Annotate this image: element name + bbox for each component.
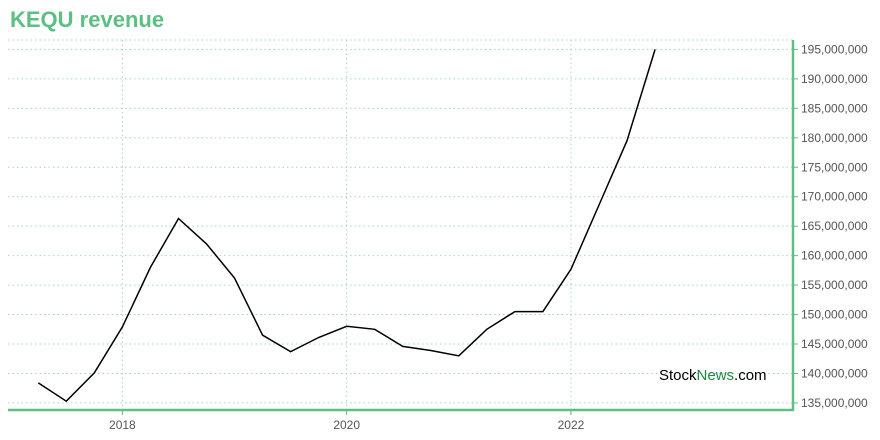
data-point <box>148 265 153 270</box>
x-tick-label: 2018 <box>109 418 136 432</box>
data-point <box>120 324 125 329</box>
y-tick-label: 145,000,000 <box>801 337 868 351</box>
y-tick-label: 160,000,000 <box>801 249 868 263</box>
series-layer <box>36 47 658 404</box>
watermark-com: .com <box>734 367 767 384</box>
data-point <box>204 241 209 246</box>
y-tick-label: 190,000,000 <box>801 72 868 86</box>
y-tick-label: 165,000,000 <box>801 219 868 233</box>
x-tick-label: 2020 <box>333 418 360 432</box>
data-point <box>232 276 237 281</box>
data-point <box>428 348 433 353</box>
x-tick-label: 2022 <box>558 418 585 432</box>
revenue-series-line <box>37 49 656 403</box>
data-point <box>36 380 41 385</box>
y-tick-label: 140,000,000 <box>801 366 868 380</box>
tick-label-layer: 135,000,000 140,000,000 145,000,000 150,000… <box>109 42 868 432</box>
data-point <box>260 333 265 338</box>
y-tick-label: 155,000,000 <box>801 278 868 292</box>
chart-title: KEQU revenue <box>10 7 165 32</box>
data-point <box>512 309 517 314</box>
watermark-stock: Stock <box>659 367 697 384</box>
data-point <box>653 47 658 52</box>
data-point <box>596 202 601 207</box>
data-point <box>344 324 349 329</box>
data-point <box>92 370 97 375</box>
axis-layer <box>8 40 798 415</box>
data-point <box>456 353 461 358</box>
y-tick-label: 180,000,000 <box>801 131 868 145</box>
y-tick-label: 195,000,000 <box>801 42 868 56</box>
data-point <box>64 399 69 404</box>
y-tick-label: 170,000,000 <box>801 190 868 204</box>
y-tick-label: 185,000,000 <box>801 101 868 115</box>
data-point <box>316 335 321 340</box>
y-tick-label: 150,000,000 <box>801 308 868 322</box>
data-point <box>288 349 293 354</box>
data-point <box>568 267 573 272</box>
watermark-news: News <box>697 367 735 384</box>
data-point <box>625 138 630 143</box>
data-point <box>400 344 405 349</box>
y-tick-label: 135,000,000 <box>801 396 868 410</box>
data-point <box>540 309 545 314</box>
data-point <box>484 327 489 332</box>
y-tick-label: 175,000,000 <box>801 160 868 174</box>
data-point <box>372 327 377 332</box>
grid-layer <box>8 39 793 410</box>
data-point <box>176 216 181 221</box>
watermark: StockNews.com <box>659 367 767 384</box>
